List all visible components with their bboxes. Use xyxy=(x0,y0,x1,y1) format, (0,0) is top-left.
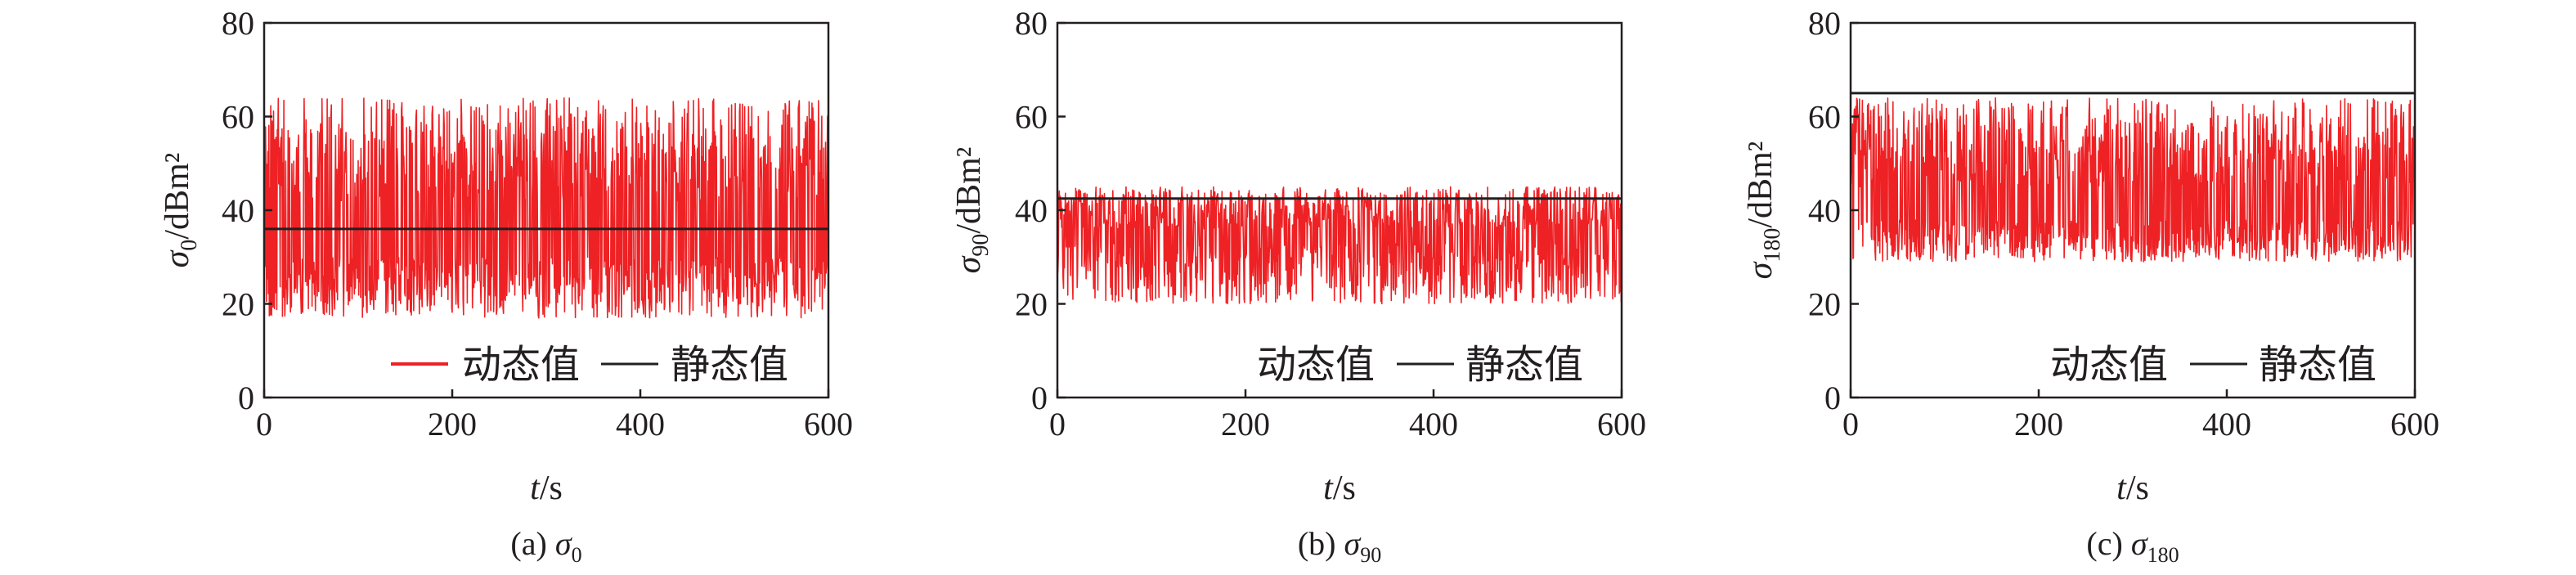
caption-symbol-a: σ xyxy=(555,525,572,562)
y-tick-label-b-20: 20 xyxy=(1015,286,1048,323)
x-tick-label-c-200: 200 xyxy=(2014,406,2063,442)
legend-dynamic-label-c: 动态值 xyxy=(2050,342,2168,388)
x-tick-label-b-200: 200 xyxy=(1221,406,1270,442)
caption-b: (b) σ90 xyxy=(1298,525,1381,567)
x-axis-var-c: t xyxy=(2116,469,2127,507)
y-tick-label-b-80: 80 xyxy=(1015,5,1048,42)
x-axis-unit-b: /s xyxy=(1333,469,1356,507)
legend-a: 动态值 静态值 xyxy=(391,342,788,388)
ticks-a: 0 200 400 600 0 20 40 60 80 xyxy=(222,5,853,442)
caption-subscript-c: 180 xyxy=(2147,543,2179,567)
x-tick-label-a-600: 600 xyxy=(804,406,853,442)
x-axis-label-b: t/s xyxy=(1323,469,1356,507)
y-tick-label-a-80: 80 xyxy=(222,5,254,42)
x-tick-label-b-0: 0 xyxy=(1049,406,1066,442)
x-tick-label-c-600: 600 xyxy=(2390,406,2439,442)
x-axis-var-a: t xyxy=(530,469,541,507)
y-tick-label-c-0: 0 xyxy=(1824,380,1841,416)
legend-b: 动态值 静态值 xyxy=(1257,342,1583,388)
y-axis-subscript-a: 0 xyxy=(177,240,202,251)
legend-static-label-b: 静态值 xyxy=(1465,342,1583,388)
x-tick-label-b-600: 600 xyxy=(1597,406,1646,442)
x-tick-label-a-0: 0 xyxy=(256,406,272,442)
y-axis-symbol-b: σ xyxy=(950,254,988,273)
y-tick-label-a-20: 20 xyxy=(222,286,254,323)
dynamic-series-c xyxy=(1850,97,2416,263)
x-axis-label-a: t/s xyxy=(530,469,563,507)
y-axis-label-c: σ180/dBm² xyxy=(1742,142,1785,280)
caption-subscript-b: 90 xyxy=(1360,543,1381,567)
x-tick-label-c-400: 400 xyxy=(2202,406,2251,442)
y-axis-unit-b: /dBm² xyxy=(950,147,988,234)
y-tick-label-a-40: 40 xyxy=(222,192,254,229)
dynamic-series-a xyxy=(263,97,829,319)
dynamic-line-b xyxy=(1057,186,1622,305)
y-axis-subscript-c: 180 xyxy=(1760,228,1785,263)
caption-prefix-b: (b) xyxy=(1298,525,1336,562)
y-axis-label-b: σ90/dBm² xyxy=(950,147,994,274)
y-tick-label-b-60: 60 xyxy=(1015,99,1048,136)
y-axis-symbol-c: σ xyxy=(1742,260,1779,279)
dynamic-line-c xyxy=(1850,97,2416,263)
x-axis-unit-c: /s xyxy=(2126,469,2149,507)
dynamic-series-b xyxy=(1057,186,1622,305)
caption-symbol-b: σ xyxy=(1344,525,1361,562)
y-tick-label-b-40: 40 xyxy=(1015,192,1048,229)
caption-symbol-c: σ xyxy=(2131,525,2148,562)
y-axis-unit-a: /dBm² xyxy=(159,153,196,240)
y-axis-subscript-b: 90 xyxy=(968,234,994,257)
x-tick-label-c-0: 0 xyxy=(1842,406,1859,442)
x-axis-var-b: t xyxy=(1323,469,1334,507)
caption-c: (c) σ180 xyxy=(2086,525,2179,567)
legend-c: 动态值 静态值 xyxy=(2050,342,2376,388)
y-tick-label-c-80: 80 xyxy=(1808,5,1841,42)
y-axis-unit-c: /dBm² xyxy=(1742,142,1779,228)
dynamic-line-a xyxy=(263,97,829,319)
y-axis-symbol-a: σ xyxy=(159,249,196,267)
x-tick-label-a-400: 400 xyxy=(616,406,665,442)
caption-a: (a) σ0 xyxy=(510,525,581,567)
legend-static-label-a: 静态值 xyxy=(671,342,788,388)
ticks-b: 0 200 400 600 0 20 40 60 80 xyxy=(1015,5,1646,442)
y-tick-label-b-0: 0 xyxy=(1031,380,1048,416)
y-tick-label-c-20: 20 xyxy=(1808,286,1841,323)
legend-static-label-c: 静态值 xyxy=(2259,342,2376,388)
legend-dynamic-label-b: 动态值 xyxy=(1257,342,1375,388)
y-tick-label-c-60: 60 xyxy=(1808,99,1841,136)
caption-subscript-a: 0 xyxy=(572,543,582,567)
x-tick-label-a-200: 200 xyxy=(428,406,477,442)
caption-prefix-c: (c) xyxy=(2086,525,2122,562)
caption-prefix-a: (a) xyxy=(510,525,546,562)
x-tick-label-b-400: 400 xyxy=(1409,406,1458,442)
legend-dynamic-label-a: 动态值 xyxy=(462,342,580,388)
x-axis-label-c: t/s xyxy=(2116,469,2149,507)
x-axis-unit-a: /s xyxy=(540,469,563,507)
y-tick-label-c-40: 40 xyxy=(1808,192,1841,229)
y-tick-label-a-0: 0 xyxy=(238,380,254,416)
y-axis-label-a: σ0/dBm² xyxy=(159,153,202,268)
ticks-c: 0 200 400 600 0 20 40 60 80 xyxy=(1808,5,2439,442)
y-tick-label-a-60: 60 xyxy=(222,99,254,136)
